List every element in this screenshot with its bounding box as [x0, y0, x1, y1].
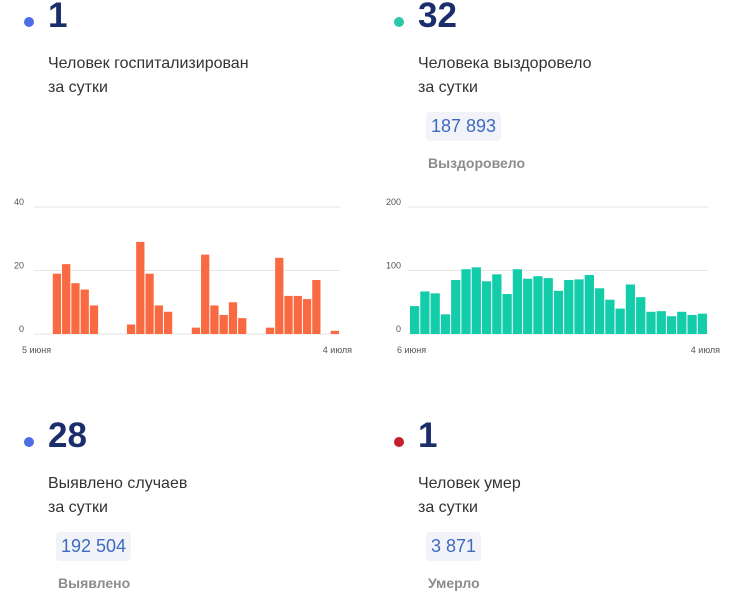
recovered-x-end-label: 4 июля [691, 345, 720, 355]
hospitalized-bar [284, 295, 293, 334]
hospitalized-bar [62, 264, 71, 334]
hospitalized-bar [145, 273, 154, 334]
recovered-bar [440, 314, 451, 334]
recovered-bar [471, 267, 481, 334]
recovered-bar [502, 293, 512, 334]
deaths-desc-line2: за сутки [418, 499, 478, 516]
recovered-bar [492, 274, 502, 334]
hospitalized-x-end-label: 4 июля [323, 345, 352, 355]
hospitalized-bar [302, 299, 312, 334]
hospitalized-bar [126, 324, 136, 334]
recovered-y-tick-label: 200 [386, 197, 401, 207]
recovered-desc-line1: Человека выздоровело [418, 55, 592, 72]
hospitalized-y-tick-label: 40 [14, 197, 24, 207]
recovered-bar [615, 308, 625, 334]
recovered-bar [410, 306, 420, 334]
recovered-bar [553, 290, 564, 334]
deaths-number: 1 [418, 416, 438, 455]
cases-total: 192 504 [56, 532, 132, 561]
recovered-bar [481, 281, 492, 334]
recovered-description: Человека выздоровело за сутки [418, 52, 591, 100]
recovered-bar [533, 276, 543, 334]
hospitalized-bar [275, 257, 284, 334]
hospitalized-dot-icon [24, 17, 34, 27]
recovered-total-label: Выздоровело [428, 155, 526, 171]
recovered-bar [584, 274, 594, 334]
hospitalized-bar [80, 289, 89, 334]
recovered-bar [420, 291, 430, 334]
hospitalized-description: Человек госпитализирован за сутки [48, 52, 249, 100]
recovered-bar [574, 279, 584, 334]
recovered-bar [656, 311, 666, 334]
recovered-bar-chart: 0 100 200 6 июня 4 июля [386, 197, 720, 355]
hospitalized-bar [228, 302, 238, 334]
hospitalized-bar [136, 241, 145, 334]
hospitalized-y-tick-label: 20 [14, 261, 24, 271]
recovered-bar [605, 299, 615, 334]
hospitalized-bar [265, 327, 275, 334]
recovered-bar [543, 278, 553, 334]
recovered-bar [625, 284, 636, 334]
recovered-bar [512, 269, 523, 334]
hospitalized-desc-line1: Человек госпитализирован [48, 55, 249, 72]
hospitalized-bar [238, 318, 247, 334]
hospitalized-bar [71, 283, 80, 334]
hospitalized-bar [219, 314, 228, 334]
cases-desc-line1: Выявлено случаев [48, 475, 188, 492]
hospitalized-bar [312, 280, 321, 334]
recovered-total: 187 893 [426, 112, 502, 141]
recovered-bar [564, 280, 574, 334]
hospitalized-bar [293, 295, 302, 334]
deaths-desc-line1: Человек умер [418, 475, 521, 492]
deaths-total-label: Умерло [428, 575, 480, 591]
cases-description: Выявлено случаев за сутки [48, 472, 187, 520]
recovered-y-tick-label: 100 [386, 261, 401, 271]
recovered-number: 32 [418, 0, 457, 35]
recovered-bar [646, 311, 656, 334]
hospitalized-desc-line2: за сутки [48, 79, 108, 96]
recovered-bar [697, 313, 707, 334]
recovered-bar [451, 280, 461, 334]
recovered-y-tick-label: 0 [396, 324, 401, 334]
cases-desc-line2: за сутки [48, 499, 108, 516]
hospitalized-bar [163, 311, 173, 334]
recovered-x-start-label: 6 июня [397, 345, 426, 355]
recovered-bar [430, 293, 440, 334]
deaths-description: Человек умер за сутки [418, 472, 521, 520]
hospitalized-bar [154, 305, 163, 334]
recovered-bar [523, 278, 533, 334]
recovered-desc-line2: за сутки [418, 79, 478, 96]
hospitalized-bar [210, 305, 219, 334]
hospitalized-bar-chart: 0 20 40 5 июня 4 июля [14, 197, 352, 355]
hospitalized-number: 1 [48, 0, 68, 35]
hospitalized-bar [201, 254, 210, 334]
deaths-dot-icon [394, 437, 404, 447]
recovered-bar [687, 314, 697, 334]
hospitalized-x-start-label: 5 июня [22, 345, 51, 355]
hospitalized-bar [191, 327, 201, 334]
cases-number: 28 [48, 416, 87, 455]
recovered-bar [636, 297, 646, 334]
cases-dot-icon [24, 437, 34, 447]
cases-total-label: Выявлено [58, 575, 131, 591]
recovered-bar [677, 311, 687, 334]
hospitalized-bar [52, 273, 62, 334]
deaths-total: 3 871 [426, 532, 482, 561]
recovered-bar [666, 316, 677, 334]
hospitalized-bar [89, 305, 99, 334]
hospitalized-bar [330, 330, 339, 334]
recovered-bar [594, 288, 605, 334]
recovered-bar [461, 269, 471, 334]
hospitalized-y-tick-label: 0 [19, 324, 24, 334]
recovered-dot-icon [394, 17, 404, 27]
